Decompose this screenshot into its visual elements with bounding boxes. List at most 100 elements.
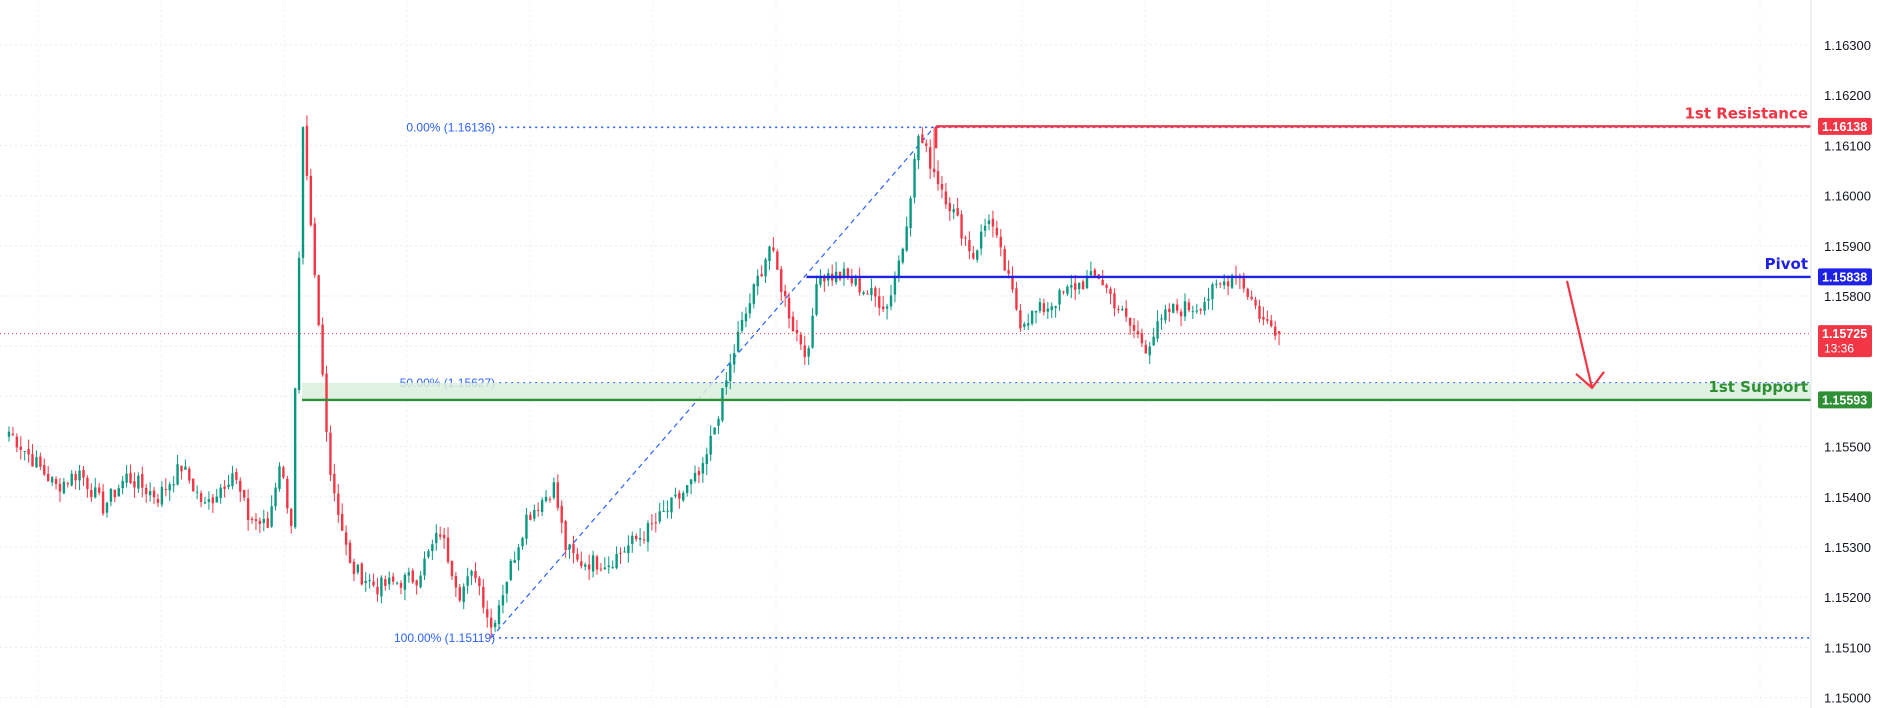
candle-body <box>380 577 383 597</box>
candle-body <box>262 518 265 523</box>
candle-body <box>1058 290 1061 305</box>
price-tick-label: 1.15500 <box>1824 440 1871 455</box>
candle-body <box>344 532 348 545</box>
candle-body <box>838 271 842 280</box>
candle-body <box>54 478 58 484</box>
candle-body <box>27 448 30 455</box>
candle-body <box>372 581 375 586</box>
fib-level-label: 0.00% (1.16136) <box>406 120 495 134</box>
candle-body <box>956 208 959 216</box>
candlestick-series <box>7 115 1281 638</box>
candle-body <box>19 446 22 450</box>
candle-body <box>697 470 701 476</box>
candle-body <box>35 457 38 468</box>
candle-body <box>203 502 207 504</box>
candle-body <box>909 198 912 229</box>
candle-body <box>1070 285 1073 288</box>
candle-body <box>211 497 215 504</box>
level-name-1st-support: 1st Support <box>1708 378 1808 396</box>
candle-body <box>482 586 485 608</box>
candle-body <box>23 450 26 452</box>
current-price-badge <box>1818 325 1872 358</box>
candle-body <box>631 535 634 545</box>
candle-body <box>1258 305 1261 319</box>
candle-body <box>650 523 654 525</box>
level-1st-resistance-badge <box>1818 117 1872 135</box>
candle-body <box>952 209 955 213</box>
candle-body <box>1011 275 1014 290</box>
candle-body <box>94 487 97 498</box>
candle-body <box>1027 323 1030 326</box>
candle-body <box>1054 306 1057 308</box>
candle-body <box>39 456 42 467</box>
candle-body <box>850 278 853 284</box>
candle-body <box>113 489 117 498</box>
candle-body <box>1175 304 1179 311</box>
candle-body <box>223 486 226 489</box>
projection-arrow-head <box>1575 371 1605 390</box>
candle-body <box>878 296 881 308</box>
candle-body <box>866 293 869 295</box>
candle-body <box>897 260 901 277</box>
price-tick-label: 1.15400 <box>1824 490 1871 505</box>
candle-body <box>580 561 583 567</box>
candle-body <box>160 486 164 505</box>
candle-body <box>881 306 885 310</box>
candle-body <box>474 571 477 579</box>
support-zone <box>302 382 1811 400</box>
candle-body <box>395 582 399 584</box>
candle-body <box>944 191 948 205</box>
candle-body <box>470 571 473 576</box>
candle-body <box>925 143 928 146</box>
candle-body <box>576 553 579 560</box>
candle-body <box>854 278 857 286</box>
candle-body <box>1050 306 1053 311</box>
candle-body <box>1168 308 1171 312</box>
candle-body <box>403 574 407 590</box>
candle-body <box>258 520 262 524</box>
candle-body <box>509 560 512 580</box>
candle-body <box>870 288 873 296</box>
candle-body <box>360 563 363 585</box>
candle-body <box>807 348 810 357</box>
candle-body <box>1093 269 1097 276</box>
candle-body <box>215 496 218 503</box>
candle-body <box>141 474 144 488</box>
candle-body <box>50 477 54 483</box>
candle-body <box>250 518 254 520</box>
candle-body <box>885 306 889 309</box>
candle-body <box>913 158 916 198</box>
level-1st-support-badge-text: 1.15593 <box>1822 393 1867 407</box>
candle-body <box>431 544 434 552</box>
candle-body <box>1042 303 1046 313</box>
candle-body <box>701 463 705 474</box>
candle-body <box>1148 346 1151 356</box>
candle-body <box>192 478 195 492</box>
candle-body <box>462 586 465 603</box>
candle-body <box>976 250 979 260</box>
candle-body <box>184 466 187 470</box>
candle-body <box>756 275 759 287</box>
candle-body <box>760 274 763 277</box>
candle-body <box>168 484 171 491</box>
price-tick-label: 1.16200 <box>1824 88 1871 103</box>
candle-body <box>254 519 258 521</box>
candle-body <box>301 127 305 258</box>
current-price-countdown: 13:36 <box>1824 342 1854 356</box>
candle-body <box>615 553 618 569</box>
candle-body <box>1211 284 1214 300</box>
candle-body <box>705 454 708 465</box>
candle-body <box>278 466 281 489</box>
candle-body <box>66 483 69 485</box>
candle-body <box>231 473 234 486</box>
candle-body <box>987 220 991 225</box>
candle-body <box>642 539 646 541</box>
candle-body <box>368 579 371 582</box>
candle-body <box>1215 283 1218 285</box>
candle-body <box>791 316 795 332</box>
price-tick-label: 1.16000 <box>1824 189 1871 204</box>
candle-body <box>321 324 324 375</box>
candle-body <box>121 480 124 489</box>
candle-body <box>1077 282 1081 290</box>
